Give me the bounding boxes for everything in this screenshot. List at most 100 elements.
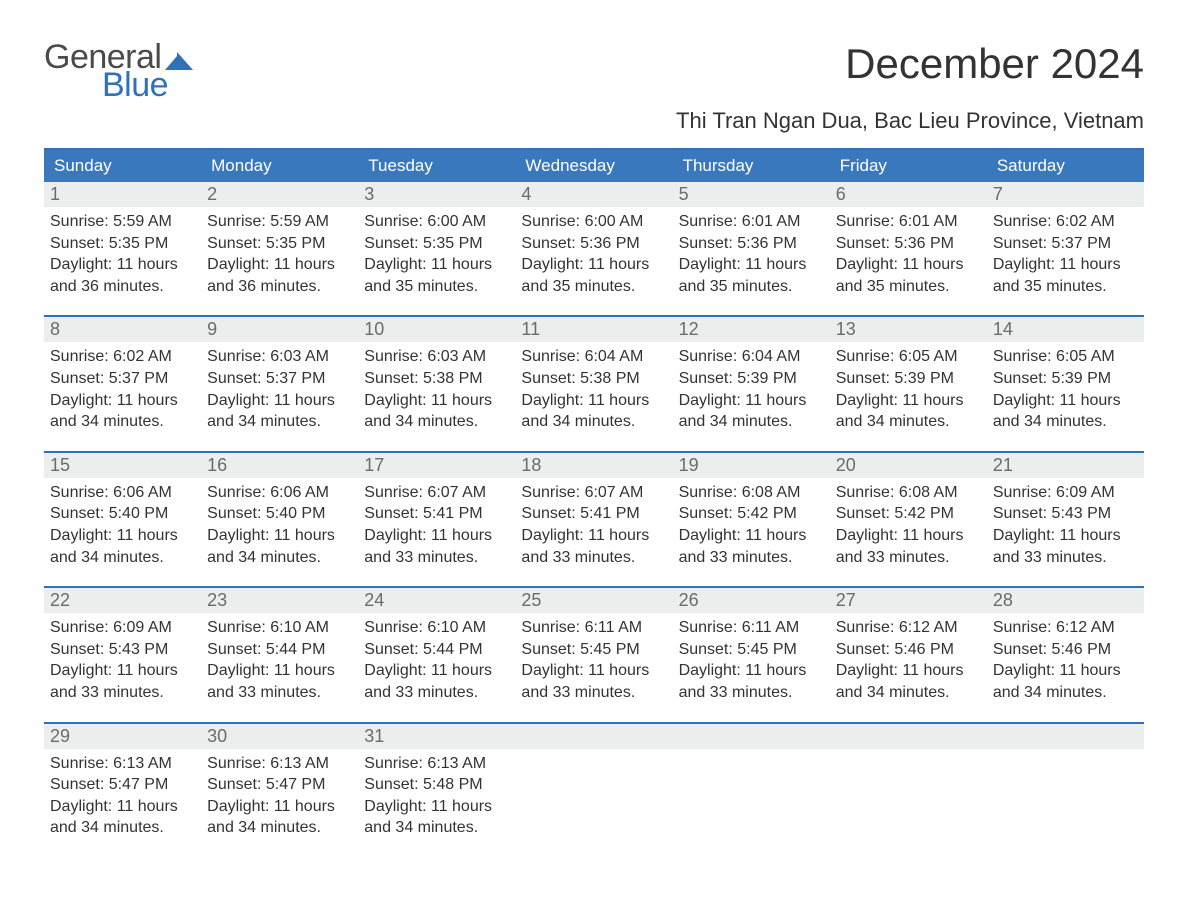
- sunrise-line: Sunrise: 6:02 AM: [993, 211, 1138, 233]
- sunrise-line: Sunrise: 6:04 AM: [521, 346, 666, 368]
- day-number: 12: [673, 317, 830, 342]
- sunrise-line: Sunrise: 6:01 AM: [679, 211, 824, 233]
- calendar-week: 1Sunrise: 5:59 AMSunset: 5:35 PMDaylight…: [44, 182, 1144, 315]
- day-details: Sunrise: 6:05 AMSunset: 5:39 PMDaylight:…: [987, 342, 1144, 432]
- calendar-day: 12Sunrise: 6:04 AMSunset: 5:39 PMDayligh…: [673, 317, 830, 450]
- calendar-day: 14Sunrise: 6:05 AMSunset: 5:39 PMDayligh…: [987, 317, 1144, 450]
- sunset-line: Sunset: 5:40 PM: [50, 503, 195, 525]
- sunrise-line: Sunrise: 6:01 AM: [836, 211, 981, 233]
- sunset-line: Sunset: 5:47 PM: [50, 774, 195, 796]
- calendar-day: 5Sunrise: 6:01 AMSunset: 5:36 PMDaylight…: [673, 182, 830, 315]
- sunset-line: Sunset: 5:39 PM: [679, 368, 824, 390]
- sunrise-line: Sunrise: 6:02 AM: [50, 346, 195, 368]
- day-number: 4: [515, 182, 672, 207]
- sunset-line: Sunset: 5:37 PM: [50, 368, 195, 390]
- daylight-line: Daylight: 11 hours and 35 minutes.: [521, 254, 666, 297]
- sunset-line: Sunset: 5:39 PM: [836, 368, 981, 390]
- sunset-line: Sunset: 5:46 PM: [836, 639, 981, 661]
- calendar-day: 19Sunrise: 6:08 AMSunset: 5:42 PMDayligh…: [673, 453, 830, 586]
- sunrise-line: Sunrise: 6:03 AM: [207, 346, 352, 368]
- day-details: Sunrise: 6:06 AMSunset: 5:40 PMDaylight:…: [44, 478, 201, 568]
- sunrise-line: Sunrise: 6:07 AM: [521, 482, 666, 504]
- calendar-day: 2Sunrise: 5:59 AMSunset: 5:35 PMDaylight…: [201, 182, 358, 315]
- daylight-line: Daylight: 11 hours and 34 minutes.: [679, 390, 824, 433]
- day-details: Sunrise: 6:00 AMSunset: 5:35 PMDaylight:…: [358, 207, 515, 297]
- sunrise-line: Sunrise: 6:10 AM: [364, 617, 509, 639]
- brand-mark-icon: [165, 50, 193, 70]
- day-details: Sunrise: 6:02 AMSunset: 5:37 PMDaylight:…: [987, 207, 1144, 297]
- day-details: Sunrise: 6:11 AMSunset: 5:45 PMDaylight:…: [515, 613, 672, 703]
- calendar-day: 16Sunrise: 6:06 AMSunset: 5:40 PMDayligh…: [201, 453, 358, 586]
- daylight-line: Daylight: 11 hours and 34 minutes.: [50, 525, 195, 568]
- sunrise-line: Sunrise: 6:13 AM: [364, 753, 509, 775]
- calendar-week: 15Sunrise: 6:06 AMSunset: 5:40 PMDayligh…: [44, 451, 1144, 586]
- sunset-line: Sunset: 5:37 PM: [993, 233, 1138, 255]
- sunrise-line: Sunrise: 6:00 AM: [521, 211, 666, 233]
- sunset-line: Sunset: 5:44 PM: [207, 639, 352, 661]
- calendar-day: 4Sunrise: 6:00 AMSunset: 5:36 PMDaylight…: [515, 182, 672, 315]
- sunrise-line: Sunrise: 6:05 AM: [836, 346, 981, 368]
- day-details: Sunrise: 5:59 AMSunset: 5:35 PMDaylight:…: [201, 207, 358, 297]
- calendar-day: 3Sunrise: 6:00 AMSunset: 5:35 PMDaylight…: [358, 182, 515, 315]
- day-number: 3: [358, 182, 515, 207]
- sunrise-line: Sunrise: 6:03 AM: [364, 346, 509, 368]
- day-number: 7: [987, 182, 1144, 207]
- daylight-line: Daylight: 11 hours and 34 minutes.: [836, 390, 981, 433]
- sunset-line: Sunset: 5:35 PM: [364, 233, 509, 255]
- sunset-line: Sunset: 5:43 PM: [50, 639, 195, 661]
- daylight-line: Daylight: 11 hours and 35 minutes.: [679, 254, 824, 297]
- day-header: Sunday: [44, 150, 201, 182]
- day-number: 11: [515, 317, 672, 342]
- sunset-line: Sunset: 5:36 PM: [836, 233, 981, 255]
- sunset-line: Sunset: 5:38 PM: [364, 368, 509, 390]
- calendar-day: 20Sunrise: 6:08 AMSunset: 5:42 PMDayligh…: [830, 453, 987, 586]
- day-details: Sunrise: 6:04 AMSunset: 5:39 PMDaylight:…: [673, 342, 830, 432]
- calendar: SundayMondayTuesdayWednesdayThursdayFrid…: [44, 148, 1144, 857]
- sunset-line: Sunset: 5:43 PM: [993, 503, 1138, 525]
- calendar-day: 11Sunrise: 6:04 AMSunset: 5:38 PMDayligh…: [515, 317, 672, 450]
- day-number: 21: [987, 453, 1144, 478]
- sunrise-line: Sunrise: 6:11 AM: [679, 617, 824, 639]
- day-number: 1: [44, 182, 201, 207]
- sunset-line: Sunset: 5:45 PM: [521, 639, 666, 661]
- day-number: 14: [987, 317, 1144, 342]
- day-number: 30: [201, 724, 358, 749]
- sunrise-line: Sunrise: 6:11 AM: [521, 617, 666, 639]
- calendar-week: 29Sunrise: 6:13 AMSunset: 5:47 PMDayligh…: [44, 722, 1144, 857]
- day-details: Sunrise: 6:05 AMSunset: 5:39 PMDaylight:…: [830, 342, 987, 432]
- day-number: 6: [830, 182, 987, 207]
- day-details: Sunrise: 6:07 AMSunset: 5:41 PMDaylight:…: [515, 478, 672, 568]
- calendar-day: 29Sunrise: 6:13 AMSunset: 5:47 PMDayligh…: [44, 724, 201, 857]
- day-details: Sunrise: 6:00 AMSunset: 5:36 PMDaylight:…: [515, 207, 672, 297]
- day-number: 15: [44, 453, 201, 478]
- calendar-day: [987, 724, 1144, 857]
- sunset-line: Sunset: 5:41 PM: [521, 503, 666, 525]
- calendar-day: 13Sunrise: 6:05 AMSunset: 5:39 PMDayligh…: [830, 317, 987, 450]
- day-details: Sunrise: 5:59 AMSunset: 5:35 PMDaylight:…: [44, 207, 201, 297]
- calendar-day: 22Sunrise: 6:09 AMSunset: 5:43 PMDayligh…: [44, 588, 201, 721]
- day-number: 20: [830, 453, 987, 478]
- daylight-line: Daylight: 11 hours and 34 minutes.: [364, 390, 509, 433]
- daylight-line: Daylight: 11 hours and 34 minutes.: [993, 660, 1138, 703]
- brand-logo: General Blue: [44, 40, 193, 102]
- day-header-row: SundayMondayTuesdayWednesdayThursdayFrid…: [44, 150, 1144, 182]
- day-number: 28: [987, 588, 1144, 613]
- daylight-line: Daylight: 11 hours and 33 minutes.: [679, 525, 824, 568]
- day-details: Sunrise: 6:13 AMSunset: 5:47 PMDaylight:…: [44, 749, 201, 839]
- sunrise-line: Sunrise: 6:06 AM: [207, 482, 352, 504]
- sunset-line: Sunset: 5:38 PM: [521, 368, 666, 390]
- calendar-day: 28Sunrise: 6:12 AMSunset: 5:46 PMDayligh…: [987, 588, 1144, 721]
- sunrise-line: Sunrise: 5:59 AM: [207, 211, 352, 233]
- sunset-line: Sunset: 5:37 PM: [207, 368, 352, 390]
- calendar-day: 6Sunrise: 6:01 AMSunset: 5:36 PMDaylight…: [830, 182, 987, 315]
- calendar-day: 21Sunrise: 6:09 AMSunset: 5:43 PMDayligh…: [987, 453, 1144, 586]
- daylight-line: Daylight: 11 hours and 33 minutes.: [521, 525, 666, 568]
- day-number: 31: [358, 724, 515, 749]
- calendar-day: 1Sunrise: 5:59 AMSunset: 5:35 PMDaylight…: [44, 182, 201, 315]
- daylight-line: Daylight: 11 hours and 34 minutes.: [207, 390, 352, 433]
- daylight-line: Daylight: 11 hours and 34 minutes.: [836, 660, 981, 703]
- sunrise-line: Sunrise: 6:12 AM: [836, 617, 981, 639]
- day-details: Sunrise: 6:10 AMSunset: 5:44 PMDaylight:…: [201, 613, 358, 703]
- calendar-day: 18Sunrise: 6:07 AMSunset: 5:41 PMDayligh…: [515, 453, 672, 586]
- day-number: [515, 724, 672, 749]
